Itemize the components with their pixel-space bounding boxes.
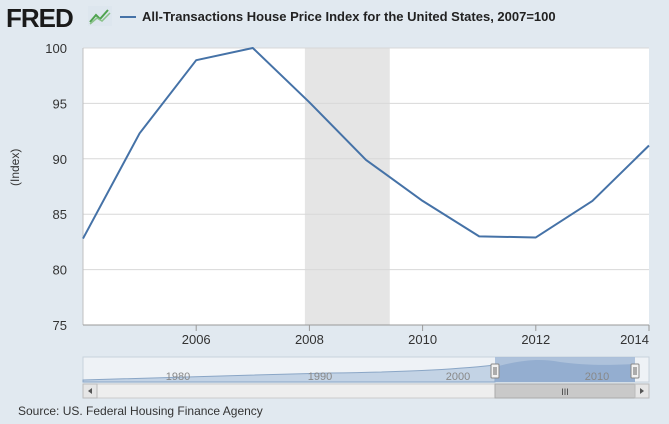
y-tick-label: 100 bbox=[45, 41, 67, 56]
y-tick-label: 90 bbox=[53, 152, 67, 167]
x-tick-label: 2006 bbox=[182, 332, 211, 347]
recession-band bbox=[304, 48, 390, 325]
arrow-right-icon bbox=[640, 388, 644, 394]
navigator-tick-label: 2000 bbox=[446, 371, 470, 383]
navigator-handle[interactable] bbox=[630, 363, 640, 379]
navigator-handle[interactable] bbox=[490, 363, 500, 379]
x-tick-label: 2014 bbox=[620, 332, 649, 347]
chart-title-text: All-Transactions House Price Index for t… bbox=[142, 9, 556, 24]
x-tick-label: 2010 bbox=[408, 332, 437, 347]
navigator-tick-label: 1980 bbox=[166, 371, 190, 383]
chart-header: FRED All-Transactions House Price Index … bbox=[0, 0, 669, 36]
chart-title: All-Transactions House Price Index for t… bbox=[120, 9, 556, 24]
arrow-left-icon bbox=[88, 388, 92, 394]
source-note: Source: US. Federal Housing Finance Agen… bbox=[18, 404, 263, 418]
fred-logo: FRED bbox=[6, 3, 74, 33]
legend-swatch bbox=[120, 15, 136, 18]
y-tick-label: 85 bbox=[53, 207, 67, 222]
y-tick-label: 80 bbox=[53, 263, 67, 278]
navigator-selection-area bbox=[495, 359, 635, 382]
scrollbar-grip: III bbox=[561, 387, 569, 397]
chart-line-icon bbox=[88, 6, 112, 26]
navigator-tick-label: 1990 bbox=[308, 371, 332, 383]
y-tick-label: 95 bbox=[53, 96, 67, 111]
x-tick-label: 2012 bbox=[521, 332, 550, 347]
series-line bbox=[82, 47, 650, 240]
navigator-area bbox=[82, 364, 496, 383]
y-tick-label: 75 bbox=[53, 318, 67, 333]
x-tick-label: 2008 bbox=[295, 332, 324, 347]
navigator-tick-label: 2010 bbox=[585, 371, 609, 383]
